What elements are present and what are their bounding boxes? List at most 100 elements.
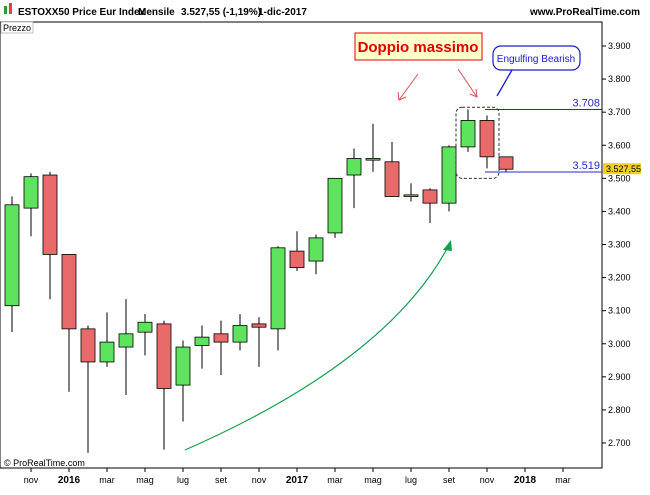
candle-2016-07 [175,340,191,422]
candle-2017-05 [365,123,381,172]
candle-body [498,156,514,170]
panel-label-box [0,21,34,34]
y-tick-label: 3.800 [608,74,631,84]
last-price-value: 3.527,55 [606,164,641,174]
app-icon [4,3,12,14]
panel-label: Prezzo [3,23,31,33]
y-tick-label: 3.200 [608,273,631,283]
candle-2017-06 [384,141,400,197]
y-tick-label: 3.000 [608,339,631,349]
y-tick-label: 3.100 [608,306,631,316]
double-top-box [354,32,483,61]
x-axis-ticks: nov 2016 mar mag lug set nov 2017 mar mag lug set no… [24,468,571,486]
y-tick-label: 3.500 [608,173,631,183]
candle-2015-12 [42,171,58,300]
last-price-tag: 3.527,55 [603,163,641,175]
candle-body [308,237,324,262]
y-axis-ticks: 2.700 2.800 2.900 3.000 3.100 3.200 3.300 3.400… [602,41,631,448]
header-symbol: ESTOXX50 Price Eur Index [18,7,146,18]
candle-2016-11 [251,317,267,367]
x-tick-label: lug [405,475,417,485]
candle-2016-12 [270,246,286,351]
candle-2017-04 [346,148,362,209]
level-label: 3.519 [572,160,600,172]
candle-body [251,323,267,328]
candle-2015-11 [23,173,39,237]
x-tick-label: 2017 [286,475,309,486]
candle-body [365,158,381,161]
candle-body [4,204,20,307]
x-tick-label: 2018 [514,475,537,486]
candle-2017-01 [289,231,305,271]
candle-2017-03 [327,177,343,238]
level-lines: 3.708 3.519 [485,98,602,173]
header-price: 3.527,55 (-1,19%) [181,7,261,18]
candle-2016-02 [80,325,96,453]
y-tick-label: 2.900 [608,372,631,382]
level-label: 3.708 [572,98,600,110]
y-tick-label: 3.900 [608,41,631,51]
candle-2016-08 [194,325,210,369]
footer-copyright: © ProRealTime.com [4,458,85,468]
candle-body [441,146,457,204]
candle-body [232,325,248,343]
x-tick-label: 2016 [58,475,81,486]
candle-2016-10 [232,313,248,351]
candle-2016-06 [156,320,172,450]
x-tick-label: lug [177,475,189,485]
header-bar [0,0,650,22]
engulfing-label: Engulfing Bearish [497,54,575,65]
candle-body [384,161,400,197]
x-tick-label: nov [24,475,39,485]
candle-body [327,177,343,234]
candle-body [213,333,229,343]
y-tick-label: 3.400 [608,206,631,216]
y-tick-label: 2.800 [608,405,631,415]
y-tick-label: 3.700 [608,107,631,117]
candle-body [156,323,172,389]
uptrend-arrow [184,240,452,451]
candle-body [194,336,210,346]
candle-2017-10 [460,109,476,152]
candle-body [422,189,438,204]
x-tick-label: nov [252,475,267,485]
y-tick-label: 3.300 [608,240,631,250]
x-tick-label: mar [555,475,571,485]
candle-2016-04 [118,299,134,396]
candle-2017-02 [308,234,324,275]
candle-body [289,250,305,269]
candle-body [346,158,362,176]
engulfing-pointer [496,69,513,97]
double-top-arrow-right [457,68,478,98]
candle-2016-03 [99,312,115,367]
candle-2016-01 [61,254,77,392]
y-tick-label: 3.600 [608,140,631,150]
candle-body [479,120,495,158]
engulfing-callout [492,45,581,71]
candle-2017-11 [479,115,495,169]
header-date: 1-dic-2017 [258,7,307,18]
candle-body [42,174,58,255]
plot-frame [0,21,603,469]
x-tick-label: mar [327,475,343,485]
candle-body [99,341,115,363]
candle-2015-10 [4,196,20,333]
candle-body [80,328,96,363]
candles-group [4,109,514,453]
candle-body [175,346,191,386]
y-tick-label: 2.700 [608,438,631,448]
candle-body [61,254,77,330]
candle-2017-08 [422,188,438,223]
x-tick-label: set [443,475,456,485]
candle-body [137,321,153,333]
candle-2016-05 [137,313,153,356]
x-tick-label: set [215,475,228,485]
double-top-arrow-left [397,73,419,101]
candle-2016-09 [213,320,229,376]
x-tick-label: nov [480,475,495,485]
header-timeframe: Mensile [138,7,175,18]
candle-body [403,194,419,197]
candle-2017-07 [403,183,419,202]
